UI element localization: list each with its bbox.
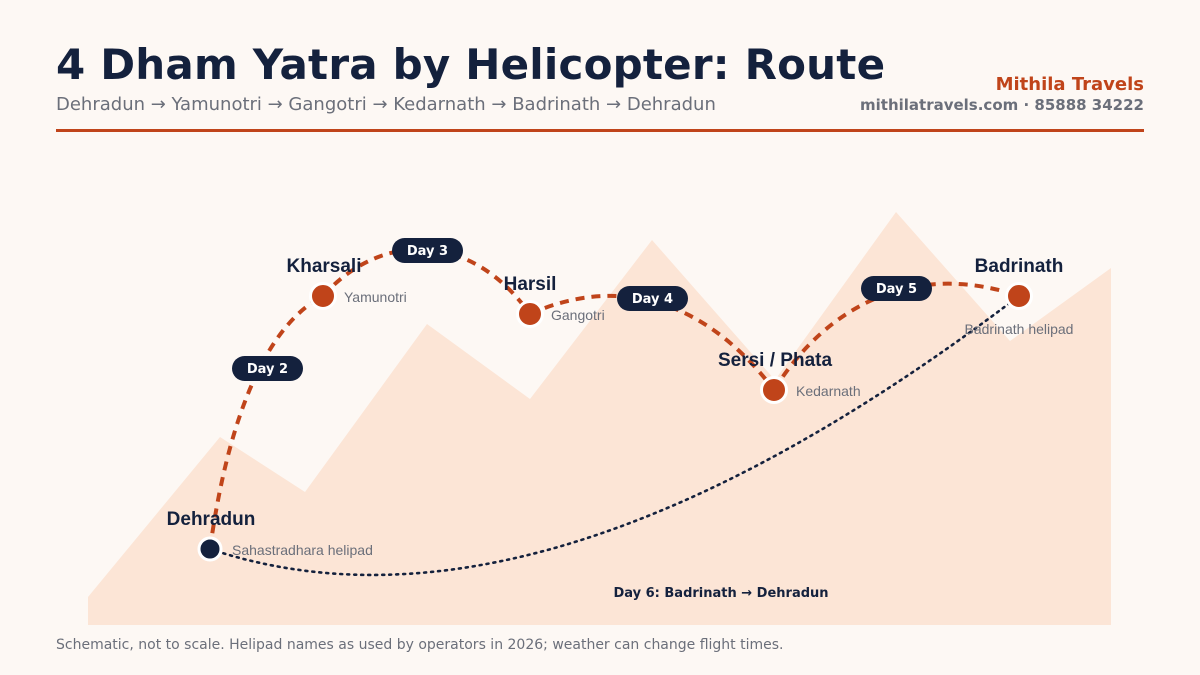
stop-marker-dehradun <box>197 536 223 562</box>
stop-helipad-badrinath: Badrinath helipad <box>965 321 1074 337</box>
route-leg-day-2 <box>208 294 324 550</box>
stop-marker-sersi-phata <box>760 376 788 404</box>
brand-name: Mithila Travels <box>995 74 1144 95</box>
return-leg-label: Day 6: Badrinath → Dehradun <box>613 586 828 601</box>
stop-name-kharsali: Kharsali <box>287 256 362 277</box>
stop-name-badrinath: Badrinath <box>975 256 1064 277</box>
stop-name-sersi-phata: Sersi / Phata <box>718 350 832 371</box>
day-3-badge: Day 3 <box>392 238 463 263</box>
stop-marker-harsil <box>516 300 544 328</box>
stop-helipad-sersi-phata: Kedarnath <box>796 383 861 399</box>
stop-name-harsil: Harsil <box>504 274 557 295</box>
day-5-label: Day 5 <box>876 282 917 297</box>
stop-helipad-harsil: Gangotri <box>551 307 605 323</box>
page-title: 4 Dham Yatra by Helicopter: Route <box>56 40 886 89</box>
mountain-silhouette <box>88 212 1111 625</box>
day-4-label: Day 4 <box>632 292 673 307</box>
return-flight-path <box>208 294 1021 577</box>
day-5-badge: Day 5 <box>861 276 932 301</box>
stop-marker-kharsali <box>309 282 337 310</box>
day-2-label: Day 2 <box>247 362 288 377</box>
stop-helipad-dehradun: Sahastradhara helipad <box>232 542 373 558</box>
day-3-label: Day 3 <box>407 244 448 259</box>
footnote: Schematic, not to scale. Helipad names a… <box>56 637 784 653</box>
stop-marker-badrinath <box>1005 282 1033 310</box>
day-2-badge: Day 2 <box>232 356 303 381</box>
header-divider <box>56 129 1144 132</box>
stop-helipad-kharsali: Yamunotri <box>344 289 407 305</box>
route-leg-day-4 <box>529 293 776 392</box>
brand-contact: mithilatravels.com · 85888 34222 <box>860 96 1144 114</box>
route-subtitle: Dehradun → Yamunotri → Gangotri → Kedarn… <box>56 94 716 115</box>
stop-name-dehradun: Dehradun <box>167 509 256 530</box>
day-4-badge: Day 4 <box>617 286 688 311</box>
